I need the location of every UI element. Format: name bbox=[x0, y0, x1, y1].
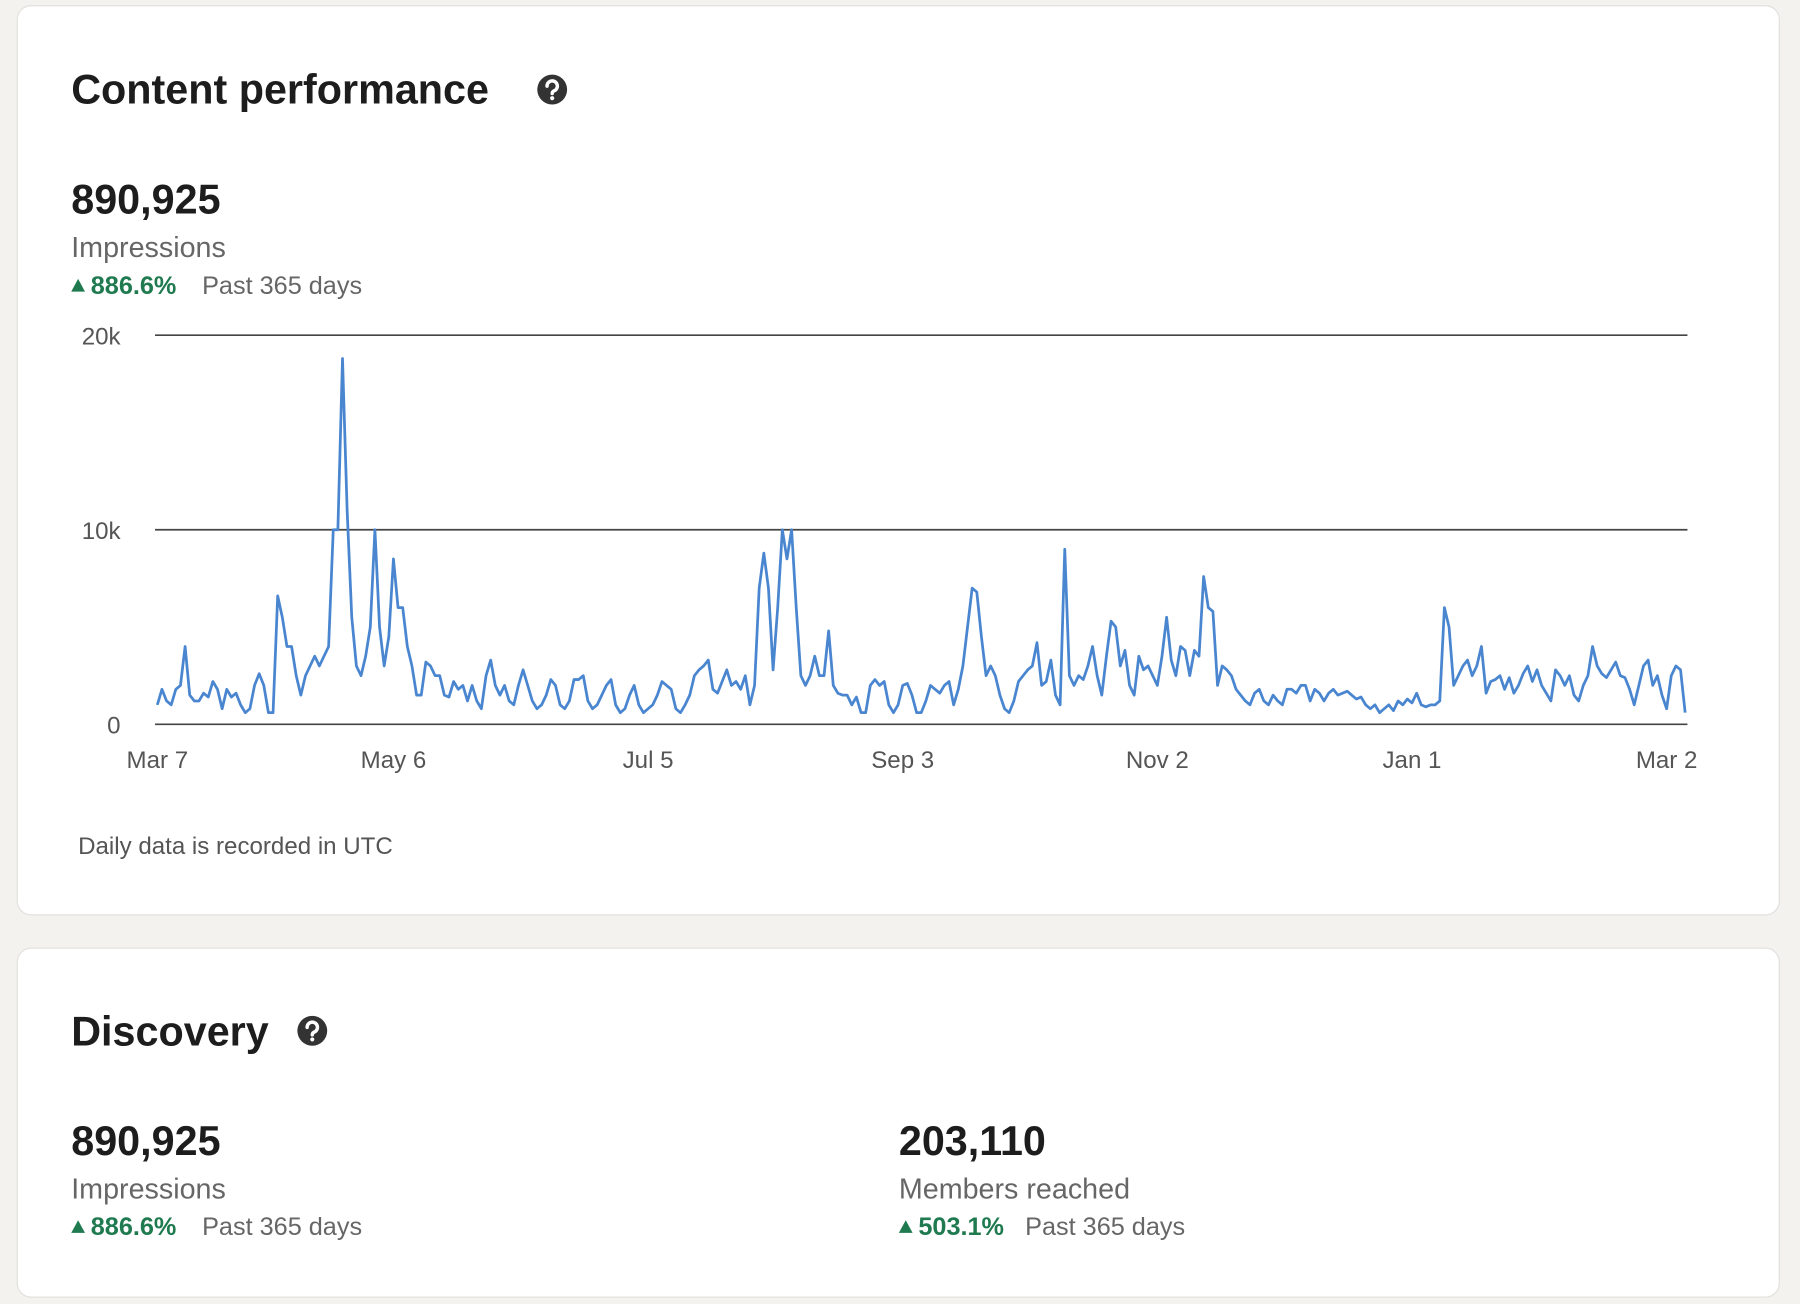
card-title: Content performance bbox=[71, 66, 489, 112]
metric-label: Impressions bbox=[71, 232, 226, 264]
x-tick-label: Mar 2 bbox=[1636, 747, 1698, 774]
y-tick-label: 20k bbox=[82, 323, 122, 350]
metric-value: 890,925 bbox=[71, 177, 220, 223]
up-arrow bbox=[71, 278, 85, 292]
metric-value: 203,110 bbox=[899, 1118, 1046, 1164]
metric-change: 886.6% bbox=[91, 272, 177, 300]
help-icon[interactable] bbox=[537, 74, 568, 105]
x-tick-label: Mar 7 bbox=[127, 747, 189, 774]
metric-period: Past 365 days bbox=[202, 272, 362, 300]
card bbox=[16, 947, 1780, 1298]
help-icon[interactable] bbox=[297, 1015, 328, 1046]
card bbox=[16, 5, 1780, 916]
metric-value: 890,925 bbox=[71, 1118, 220, 1164]
note: Daily data is recorded in UTC bbox=[78, 833, 393, 860]
y-tick-label: 0 bbox=[107, 713, 120, 740]
up-arrow bbox=[71, 1220, 85, 1233]
y-tick-label: 10k bbox=[82, 518, 122, 545]
x-tick-label: Jul 5 bbox=[623, 747, 674, 774]
metric-label: Impressions bbox=[71, 1173, 226, 1205]
card-title: Discovery bbox=[71, 1009, 269, 1055]
x-tick-label: May 6 bbox=[361, 747, 427, 774]
metric-change: 503.1% bbox=[918, 1213, 1004, 1241]
up-arrow bbox=[898, 1220, 913, 1233]
chart: 0 10k 20k Mar 7 May 6 Jul 5 Sep 3 Nov 2 Jan 1 Mar… bbox=[82, 323, 1698, 774]
metric-period: Past 365 days bbox=[202, 1213, 362, 1241]
metric-change: 886.6% bbox=[91, 1213, 177, 1241]
x-tick-label: Jan 1 bbox=[1383, 747, 1442, 774]
x-tick-label: Sep 3 bbox=[871, 747, 934, 774]
x-tick-label: Nov 2 bbox=[1126, 747, 1189, 774]
series-line bbox=[155, 357, 1687, 715]
metric-label: Members reached bbox=[899, 1173, 1130, 1205]
metric-period: Past 365 days bbox=[1025, 1213, 1185, 1241]
